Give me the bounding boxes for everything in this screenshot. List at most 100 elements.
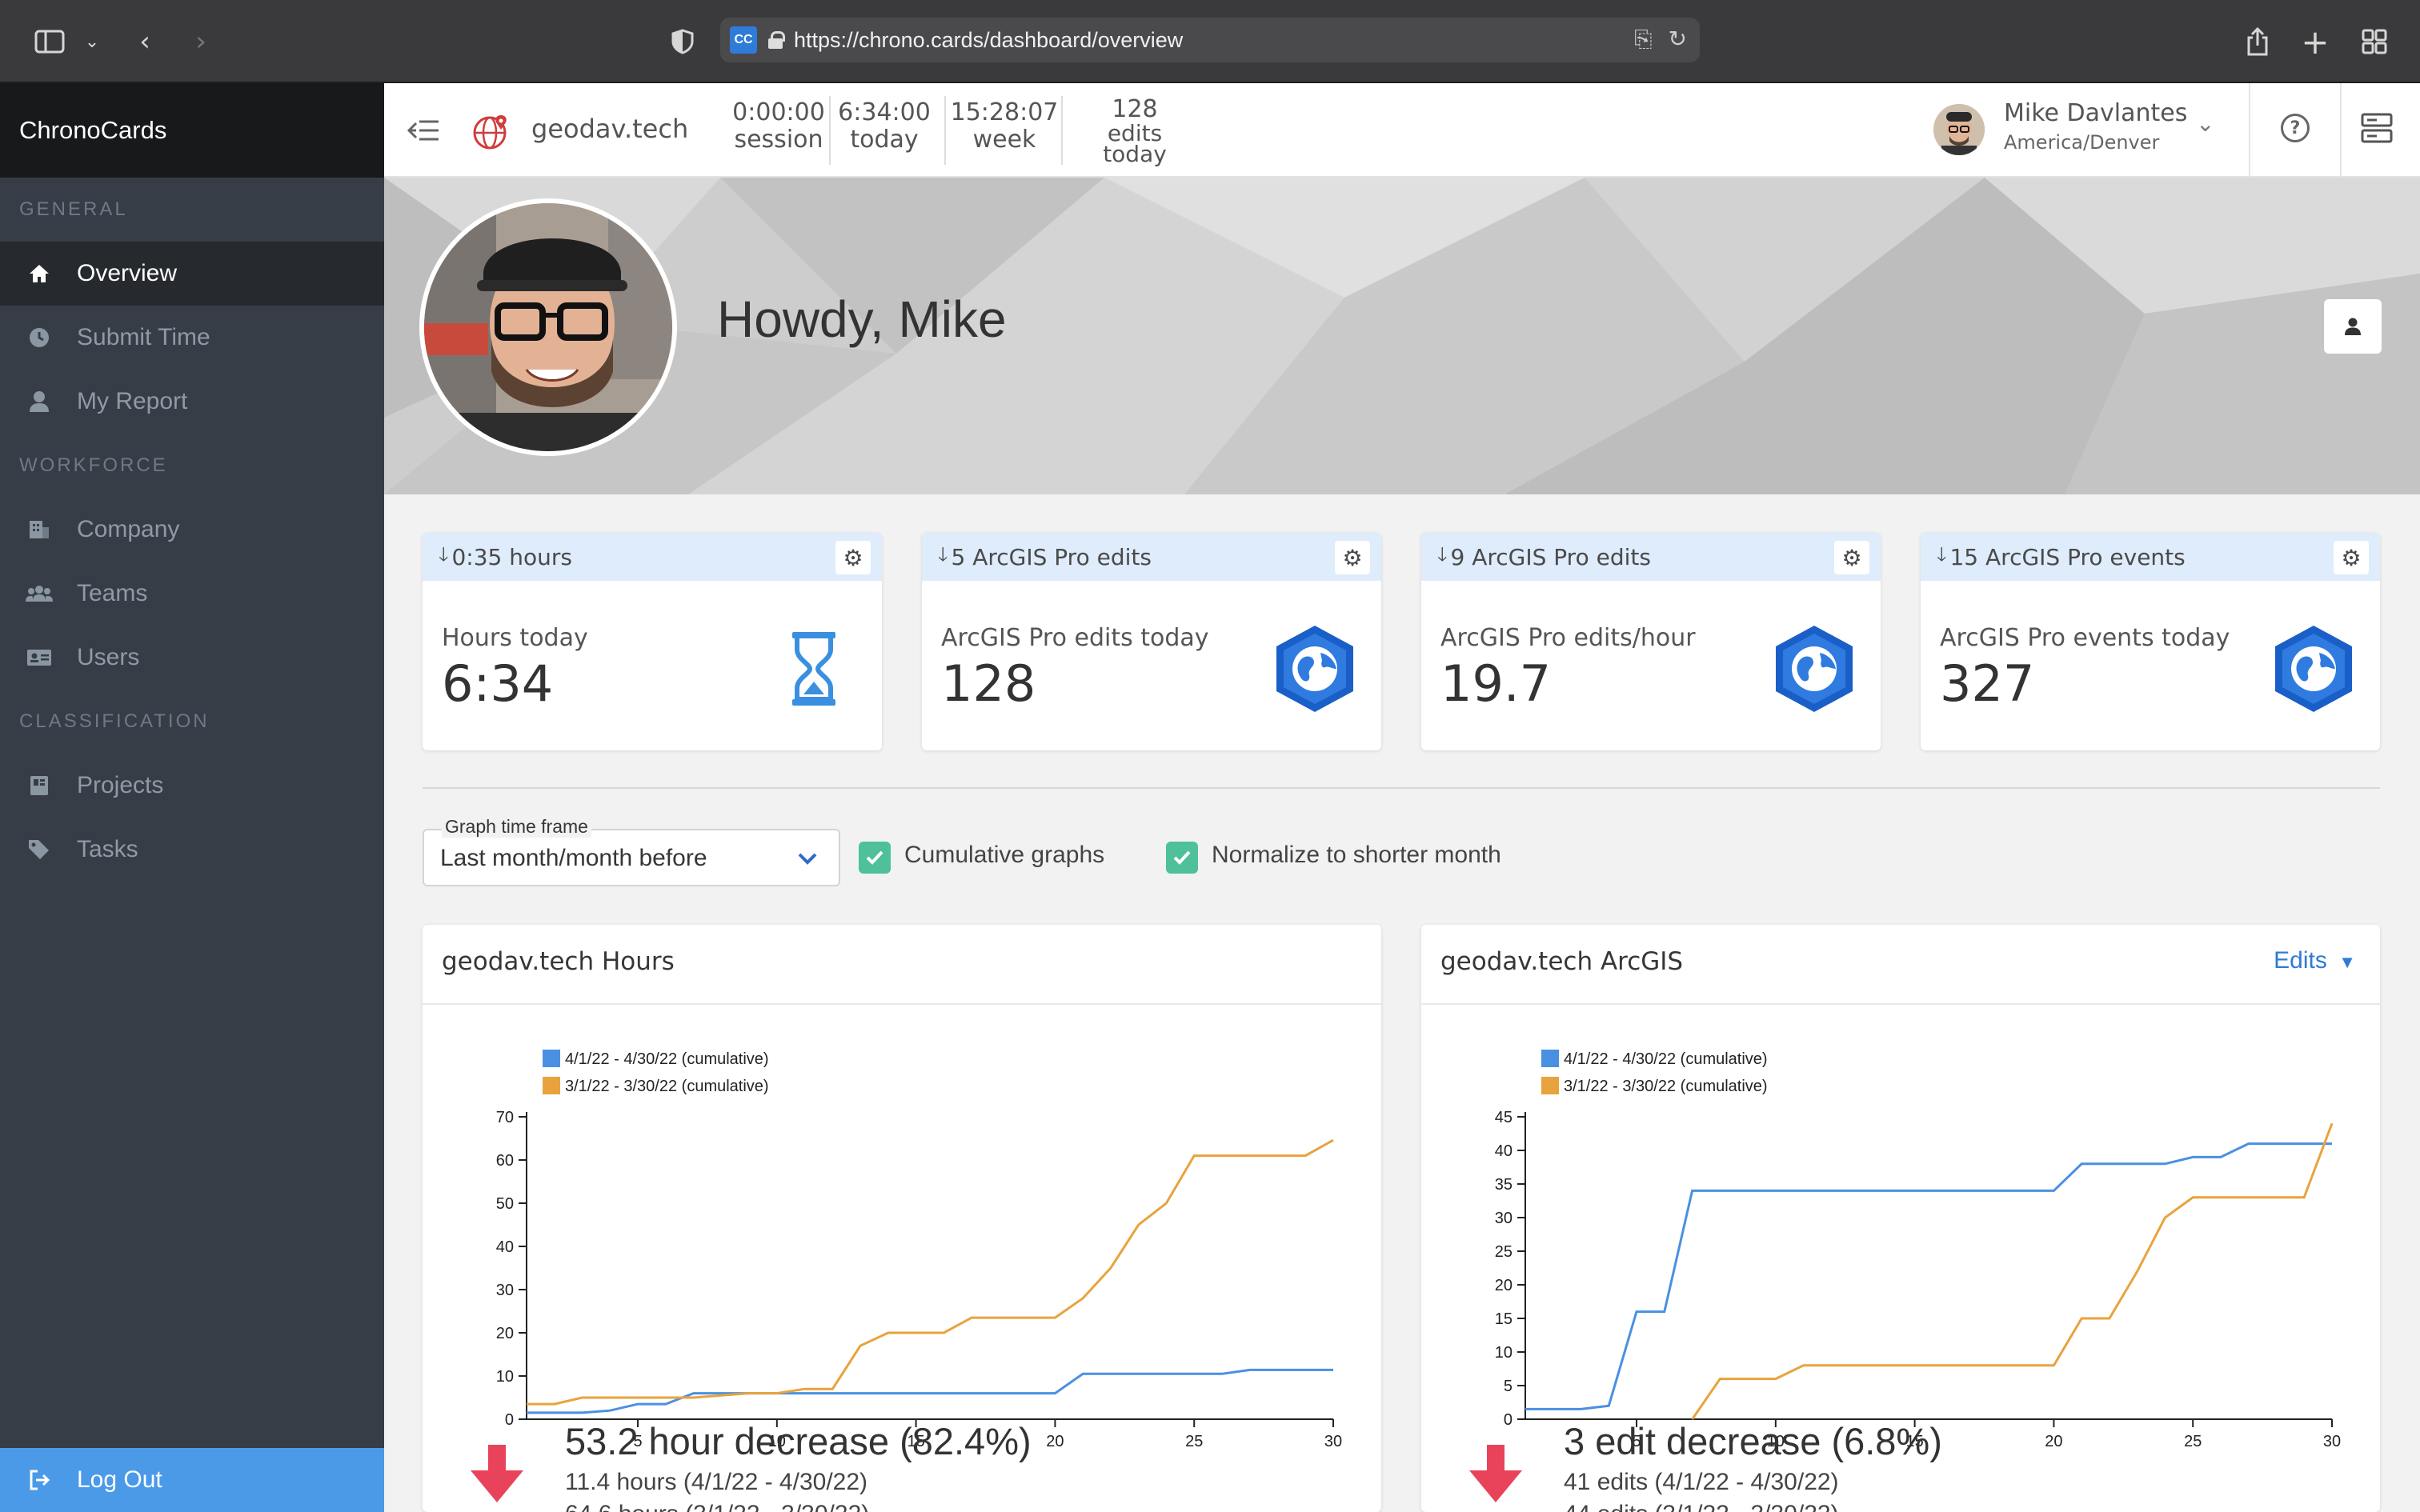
address-bar[interactable]: CC https://chrono.cards/dashboard/overvi… <box>720 18 1700 62</box>
card-header: 🡓 15 ArcGIS Pro events ⚙ <box>1921 533 2380 581</box>
edits-label-today: today <box>1103 141 1167 167</box>
y-tick-label: 45 <box>1495 1109 1512 1126</box>
top-bar: geodav.tech 0:00:00 session 6:34:00 toda… <box>384 83 2420 178</box>
collapse-sidebar-icon[interactable] <box>407 114 440 150</box>
y-tick-label: 25 <box>1495 1243 1512 1261</box>
low-poly-background <box>384 178 2420 494</box>
sidebar-item-overview[interactable]: Overview <box>0 242 384 306</box>
sidebar-item-label: Submit Time <box>77 324 210 350</box>
gear-icon[interactable]: ⚙ <box>1335 541 1370 574</box>
section-label-classification: CLASSIFICATION <box>19 710 210 732</box>
today-label: today <box>850 126 919 154</box>
edits-today-counter: 128 edits today <box>1080 96 1189 167</box>
forward-icon[interactable]: › <box>195 26 206 58</box>
sidebar-item-teams[interactable]: Teams <box>0 562 384 626</box>
sidebar-item-label: My Report <box>77 388 188 414</box>
card-value: 19.7 <box>1440 654 1552 713</box>
normalize-label[interactable]: Normalize to shorter month <box>1212 842 1501 868</box>
series-line <box>1691 1122 2334 1420</box>
card-header: 🡓 5 ArcGIS Pro edits ⚙ <box>922 533 1381 581</box>
x-tick-label: 25 <box>1185 1433 1203 1450</box>
card-header-text: 15 ArcGIS Pro events <box>1949 543 2186 570</box>
legend-swatch <box>1541 1077 1559 1094</box>
topbar-separator <box>2340 83 2342 178</box>
panel-separator <box>423 1003 1381 1005</box>
section-label-workforce: WORKFORCE <box>19 454 168 476</box>
x-tick-label: 20 <box>2045 1433 2062 1450</box>
home-icon <box>26 260 53 287</box>
server-icon[interactable] <box>2361 112 2393 144</box>
stat-card-arcgis-edits-today: 🡓 5 ArcGIS Pro edits ⚙ ArcGIS Pro edits … <box>922 533 1381 750</box>
metric-dropdown[interactable]: Edits ▼ <box>2274 947 2356 974</box>
y-tick-label: 0 <box>1504 1411 1512 1429</box>
panel-separator <box>1421 1003 2380 1005</box>
new-tab-icon[interactable]: + <box>2301 22 2330 62</box>
sidebar-item-label: Tasks <box>77 836 138 862</box>
arrow-down-icon <box>1469 1445 1522 1502</box>
user-icon <box>2345 318 2361 335</box>
cumulative-label[interactable]: Cumulative graphs <box>904 842 1105 868</box>
company-name[interactable]: geodav.tech <box>531 114 689 144</box>
gear-icon[interactable]: ⚙ <box>2334 541 2369 574</box>
profile-photo[interactable] <box>419 198 677 456</box>
gear-icon[interactable]: ⚙ <box>835 541 871 574</box>
sidebar: ChronoCards GENERAL Overview Submit Time… <box>0 83 384 1512</box>
share-icon[interactable] <box>2244 21 2271 62</box>
legend-swatch <box>543 1050 560 1067</box>
logout-button[interactable]: Log Out <box>0 1448 384 1512</box>
hours-previous-total: 64.6 hours (3/1/22 - 3/30/22) <box>565 1501 869 1512</box>
sidebar-toggle-icon[interactable] <box>32 21 67 62</box>
timeframe-select[interactable]: Last month/month before <box>423 829 840 886</box>
today-value: 6:34:00 <box>838 98 931 126</box>
greeting-title: Howdy, Mike <box>717 290 1007 348</box>
translate-icon[interactable]: ⎘ <box>1634 26 1653 52</box>
card-header-text: 9 ArcGIS Pro edits <box>1450 543 1651 570</box>
sidebar-item-tasks[interactable]: Tasks <box>0 818 384 882</box>
week-timer: 15:28:07 week <box>948 99 1061 154</box>
y-tick-label: 5 <box>1504 1378 1512 1395</box>
series-line <box>1525 1142 2332 1410</box>
sidebar-item-label: Company <box>77 516 180 542</box>
profile-button[interactable] <box>2324 299 2382 354</box>
help-icon[interactable]: ? <box>2281 114 2310 142</box>
x-tick-label: 10 <box>1767 1433 1785 1450</box>
x-tick-label: 5 <box>633 1433 642 1450</box>
card-label: Hours today <box>442 624 588 652</box>
series-line <box>527 1368 1333 1414</box>
normalize-checkbox[interactable] <box>1166 842 1198 874</box>
sidebar-item-projects[interactable]: Projects <box>0 754 384 818</box>
stat-divider <box>944 96 946 165</box>
hours-chart-panel: geodav.tech Hours 4/1/22 - 4/30/22 (cumu… <box>423 925 1381 1512</box>
sidebar-item-company[interactable]: Company <box>0 498 384 562</box>
chevron-down-icon[interactable]: ⌄ <box>2196 110 2215 137</box>
gear-icon[interactable]: ⚙ <box>1834 541 1869 574</box>
hourglass-icon <box>792 632 835 706</box>
tab-overview-icon[interactable] <box>2361 21 2388 62</box>
arcgis-summary: 3 edit decrease (6.8%) <box>1564 1420 1942 1462</box>
shield-icon[interactable] <box>669 21 696 62</box>
url-text: https://chrono.cards/dashboard/overview <box>794 27 1184 52</box>
stat-card-hours: 🡓 0:35 hours ⚙ Hours today 6:34 <box>423 533 882 750</box>
arcgis-previous-total: 44 edits (3/1/22 - 3/30/22) <box>1564 1501 1839 1512</box>
stat-card-arcgis-events: 🡓 15 ArcGIS Pro events ⚙ ArcGIS Pro even… <box>1921 533 2380 750</box>
sidebar-item-label: Teams <box>77 580 148 606</box>
sidebar-item-users[interactable]: Users <box>0 626 384 690</box>
cumulative-checkbox[interactable] <box>859 842 891 874</box>
chevron-down-icon[interactable]: ⌄ <box>84 31 100 52</box>
topbar-separator <box>2249 83 2250 178</box>
week-value: 15:28:07 <box>950 98 1059 126</box>
reload-icon[interactable]: ↻ <box>1668 26 1687 52</box>
x-tick-label: 15 <box>1905 1433 1923 1450</box>
y-tick-label: 0 <box>505 1411 514 1429</box>
stat-card-arcgis-edits-hour: 🡓 9 ArcGIS Pro edits ⚙ ArcGIS Pro edits/… <box>1421 533 1881 750</box>
y-tick-label: 50 <box>496 1195 514 1213</box>
sidebar-item-my-report[interactable]: My Report <box>0 370 384 434</box>
user-avatar[interactable] <box>1933 104 1985 155</box>
panel-title: geodav.tech Hours <box>442 947 675 976</box>
user-name[interactable]: Mike Davlantes <box>2004 99 2188 127</box>
arcgis-chart-panel: geodav.tech ArcGIS Edits ▼ 4/1/22 - 4/30… <box>1421 925 2380 1512</box>
sidebar-item-submit-time[interactable]: Submit Time <box>0 306 384 370</box>
back-icon[interactable]: ‹ <box>139 26 150 58</box>
brand-name[interactable]: ChronoCards <box>0 83 384 178</box>
y-tick-label: 40 <box>496 1238 514 1256</box>
